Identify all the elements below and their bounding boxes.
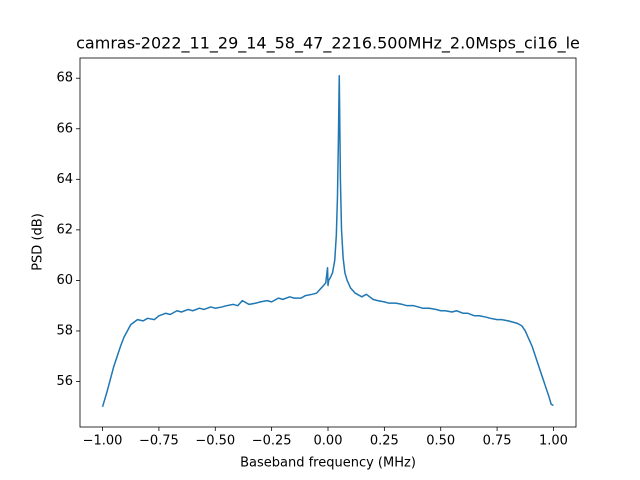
- x-tick-label: 1.00: [539, 434, 568, 449]
- x-tick-label: 0.00: [314, 434, 343, 449]
- y-tick-label: 68: [56, 71, 73, 86]
- chart-title: camras-2022_11_29_14_58_47_2216.500MHz_2…: [76, 34, 580, 54]
- x-axis-label: Baseband frequency (MHz): [240, 456, 416, 471]
- y-axis-label: PSD (dB): [31, 213, 46, 271]
- y-tick-label: 56: [56, 374, 73, 389]
- x-tick-label: 0.25: [370, 434, 399, 449]
- x-tick-label: −0.50: [195, 434, 235, 449]
- y-tick-label: 66: [56, 121, 73, 136]
- plot-frame: [79, 57, 577, 428]
- x-tick-label: 0.50: [426, 434, 455, 449]
- y-tick-label: 62: [56, 222, 73, 237]
- y-tick-label: 60: [56, 273, 73, 288]
- y-tick-label: 64: [56, 172, 73, 187]
- x-tick-label: −0.75: [139, 434, 179, 449]
- x-tick-label: 0.75: [483, 434, 512, 449]
- data-line: [101, 74, 554, 407]
- x-tick-label: −0.25: [252, 434, 292, 449]
- x-tick-label: −1.00: [83, 434, 123, 449]
- y-tick-label: 58: [56, 323, 73, 338]
